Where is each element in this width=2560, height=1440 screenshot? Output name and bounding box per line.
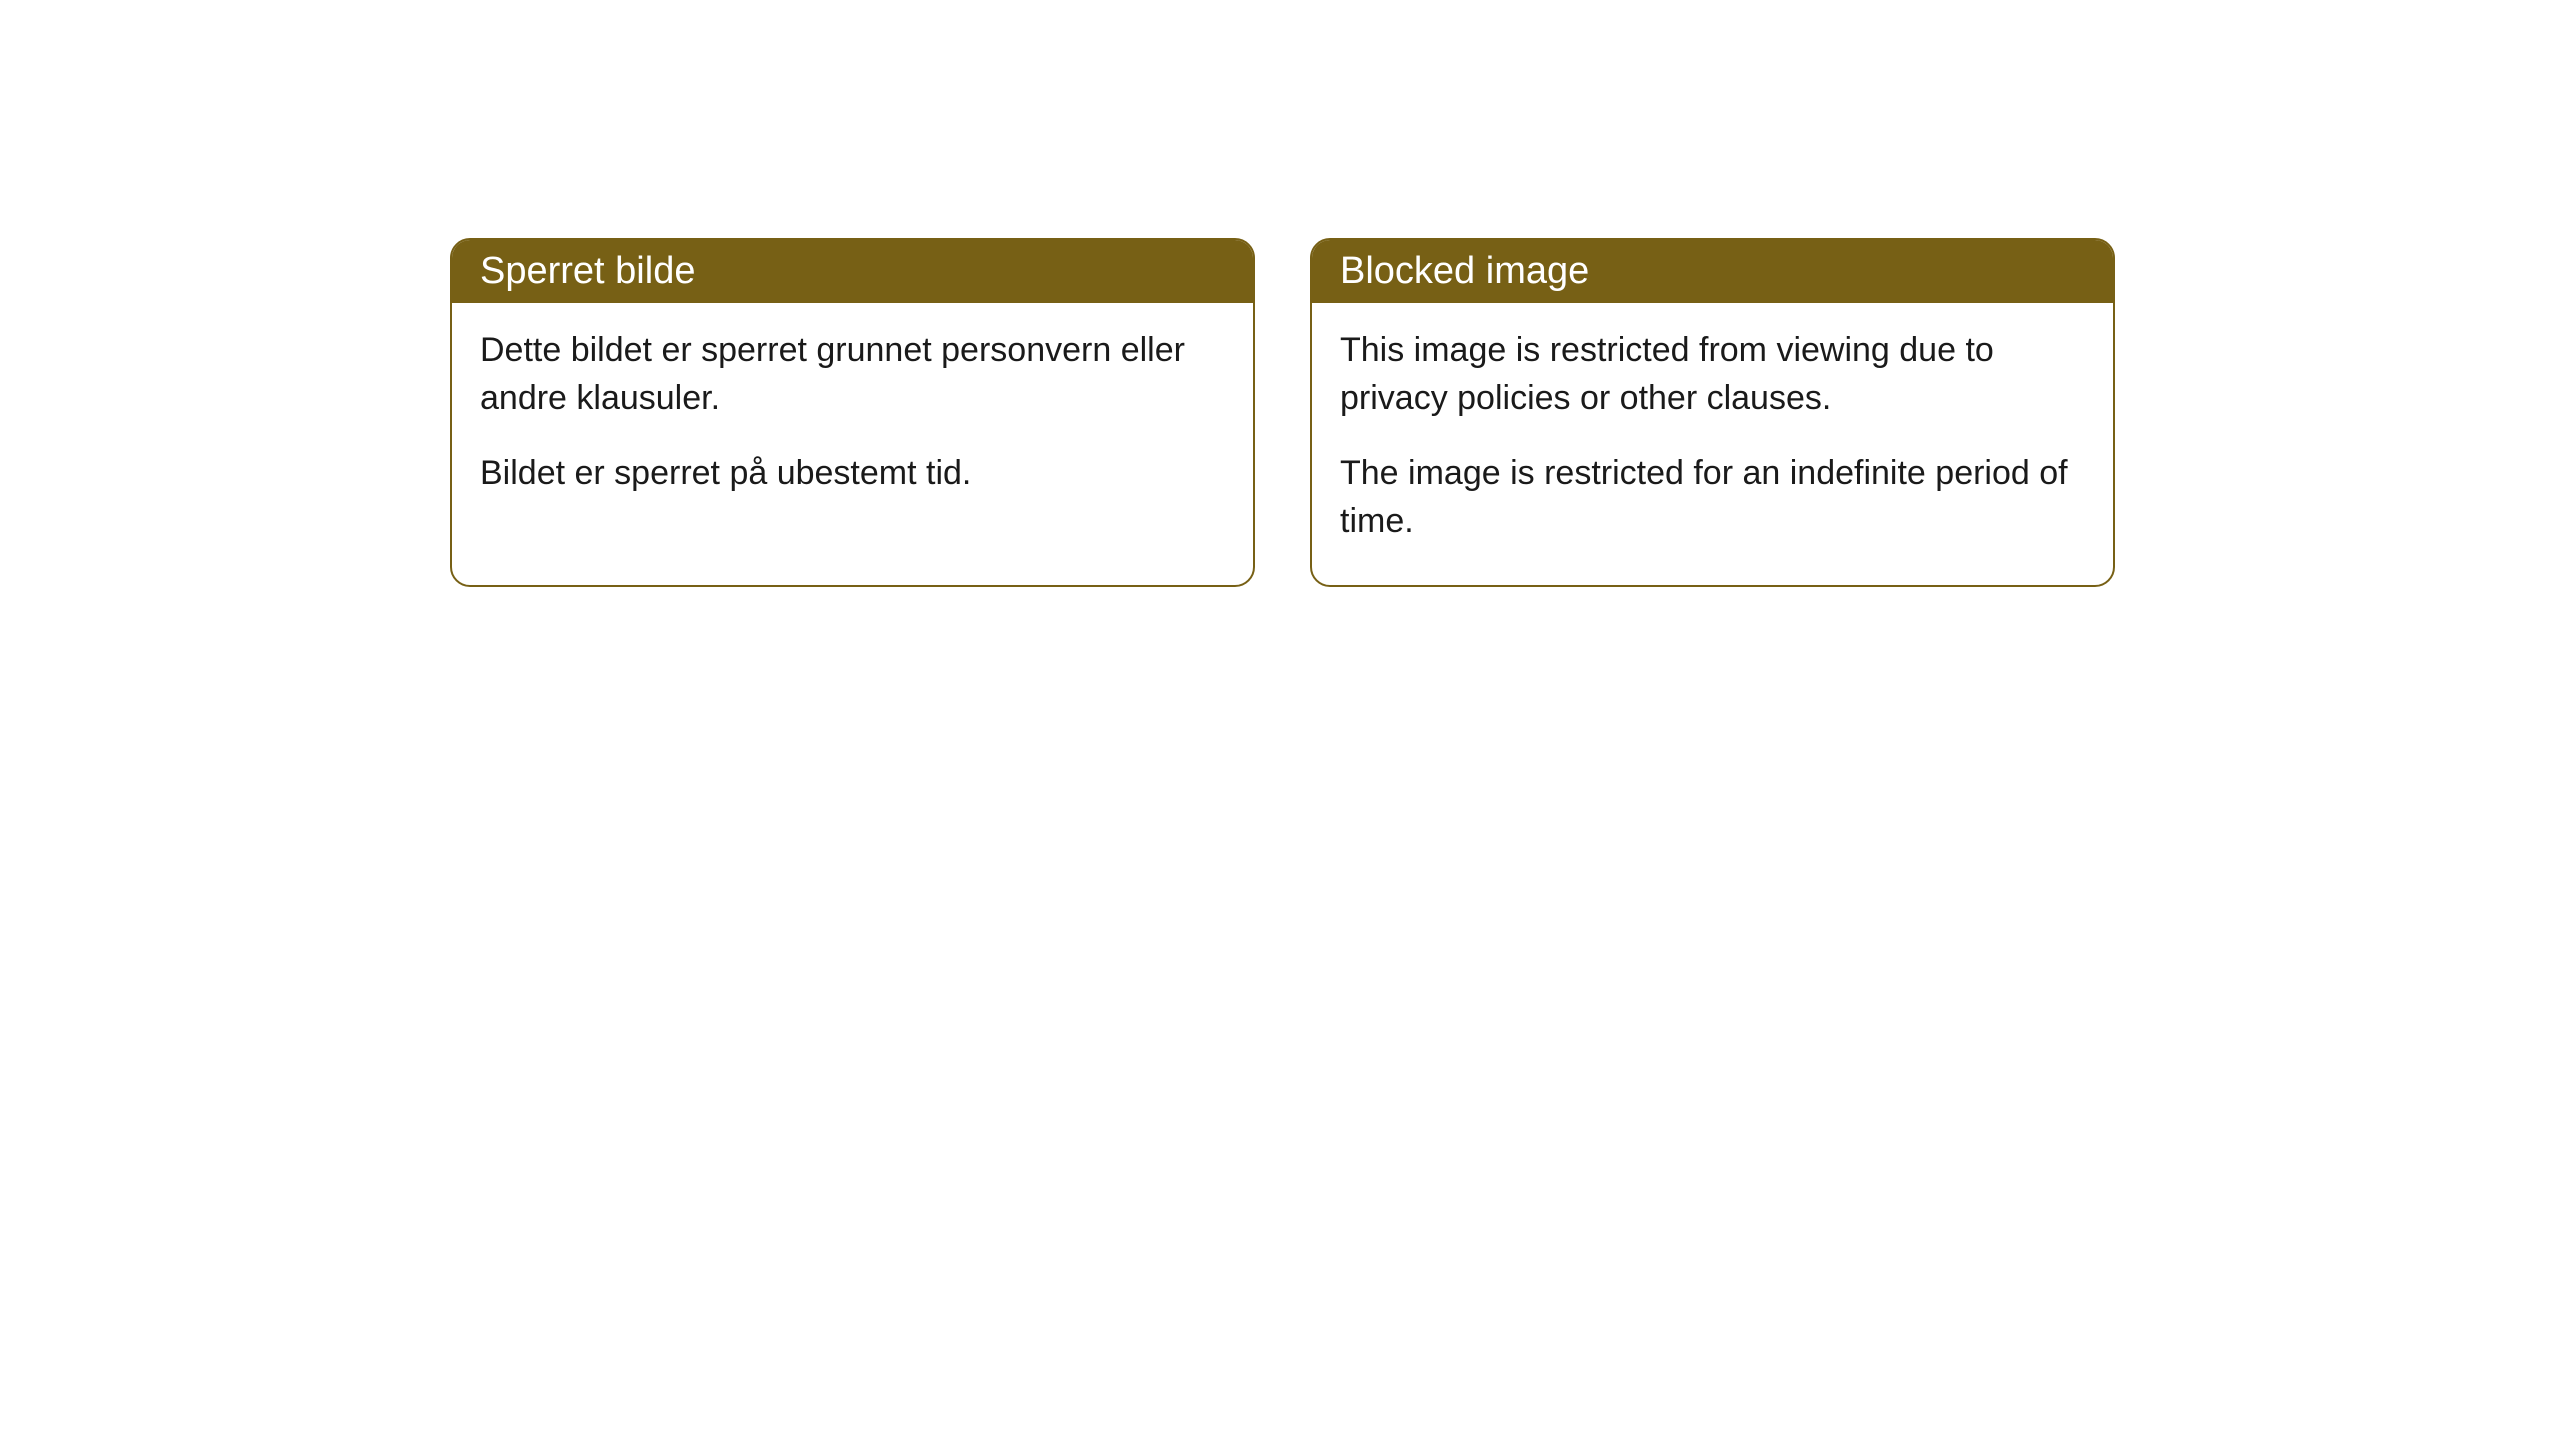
card-paragraph-1: This image is restricted from viewing du… (1340, 327, 2085, 422)
notice-container: Sperret bilde Dette bildet er sperret gr… (450, 238, 2115, 587)
blocked-image-card-norwegian: Sperret bilde Dette bildet er sperret gr… (450, 238, 1255, 587)
card-title: Blocked image (1340, 250, 1589, 292)
card-paragraph-2: The image is restricted for an indefinit… (1340, 450, 2085, 545)
card-title: Sperret bilde (480, 250, 695, 292)
card-header: Sperret bilde (452, 240, 1253, 303)
card-paragraph-1: Dette bildet er sperret grunnet personve… (480, 327, 1225, 422)
card-paragraph-2: Bildet er sperret på ubestemt tid. (480, 450, 1225, 498)
card-header: Blocked image (1312, 240, 2113, 303)
card-body: Dette bildet er sperret grunnet personve… (452, 303, 1253, 538)
blocked-image-card-english: Blocked image This image is restricted f… (1310, 238, 2115, 587)
card-body: This image is restricted from viewing du… (1312, 303, 2113, 585)
